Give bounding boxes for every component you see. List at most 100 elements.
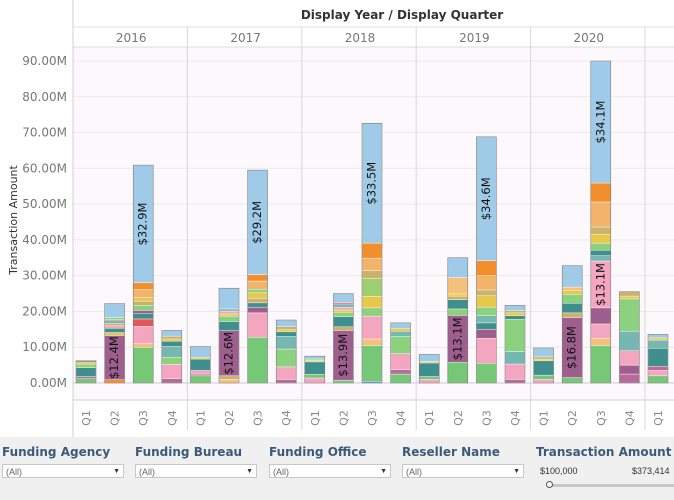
x-tick-label: Q1	[194, 410, 207, 426]
bar-segment	[132, 326, 154, 344]
bar-segment	[590, 233, 611, 244]
filter-label: Funding Agency	[2, 445, 111, 459]
x-tick-label: Q2	[337, 410, 350, 426]
x-tick-label: Q4	[166, 410, 179, 426]
funding-office-dropdown[interactable]: (All) ▼	[269, 464, 391, 478]
y-tick-label: 50.00M	[22, 197, 67, 211]
bar-outline	[361, 123, 383, 384]
bar-segment	[590, 250, 611, 256]
bar-segment	[333, 326, 354, 331]
bar-stack	[647, 334, 669, 384]
x-tick-label: Q3	[137, 410, 150, 426]
bar-segment	[504, 363, 526, 380]
filter-funding-agency: Funding Agency (All) ▼	[2, 445, 124, 478]
bar-segment	[419, 376, 440, 380]
bar-segment	[132, 305, 154, 311]
slider-min-handle[interactable]	[546, 481, 553, 488]
x-tick-label: Q1	[309, 410, 322, 426]
bar-segment	[333, 302, 354, 305]
bar-segment	[504, 319, 526, 352]
bar-segment	[104, 303, 125, 318]
bar-segment	[447, 299, 468, 310]
x-tick-label: Q1	[423, 410, 436, 426]
reseller-name-dropdown[interactable]: (All) ▼	[402, 464, 524, 478]
bar-segment	[104, 328, 125, 333]
bar-segment	[304, 377, 325, 384]
y-tick-label: 90.00M	[22, 54, 67, 68]
bar-segment	[161, 340, 183, 347]
bar-segment	[75, 376, 97, 379]
bar-segment	[390, 322, 411, 329]
x-tick-label: Q3	[366, 410, 379, 426]
bar-segment	[390, 369, 411, 375]
bar-segment	[562, 290, 583, 295]
year-header-label: 2016	[116, 31, 147, 45]
chevron-down-icon: ▼	[113, 468, 120, 475]
filter-label: Funding Office	[269, 445, 367, 459]
dropdown-value: (All)	[273, 467, 289, 477]
y-tick-label: 60.00M	[22, 161, 67, 175]
bar-stack	[418, 354, 440, 384]
bar-segment	[218, 308, 240, 312]
bar-segment	[619, 298, 640, 332]
y-tick-label: 40.00M	[22, 233, 67, 247]
bar-stack	[132, 164, 154, 384]
bar-outline	[247, 169, 268, 384]
bar-segment	[476, 260, 497, 276]
x-tick-label: Q3	[480, 410, 493, 426]
funding-agency-dropdown[interactable]: (All) ▼	[2, 464, 124, 478]
bar-stack	[619, 291, 640, 384]
bar-segment	[562, 377, 583, 384]
bar-segment	[533, 379, 554, 384]
bar-segment	[361, 381, 383, 384]
bar-segment	[161, 364, 183, 379]
bar-segment	[276, 348, 297, 368]
bar-segment	[190, 370, 211, 375]
bar-segment	[304, 361, 325, 375]
y-tick-label: 10.00M	[22, 340, 67, 354]
bar-segment	[247, 289, 268, 294]
bar-segment	[247, 337, 268, 384]
bar-outline	[647, 334, 669, 384]
bar-segment	[132, 289, 154, 298]
bar-segment	[647, 339, 669, 349]
bar-segment	[190, 358, 211, 371]
bar-value-label: $29.2M	[250, 201, 264, 244]
bar-segment	[419, 379, 440, 384]
funding-bureau-dropdown[interactable]: (All) ▼	[135, 464, 257, 478]
bar-segment	[247, 298, 268, 304]
bar-segment	[75, 360, 97, 363]
x-tick-label: Q1	[80, 410, 93, 426]
bar-segment	[504, 305, 526, 311]
chevron-down-icon: ▼	[513, 468, 520, 475]
chart-header-title: Display Year / Display Quarter	[301, 8, 503, 22]
amount-range-slider[interactable]	[546, 481, 674, 488]
bar-stack	[590, 60, 612, 384]
bar-segment	[419, 354, 440, 362]
bar-segment	[476, 275, 497, 291]
bar-segment	[590, 226, 611, 235]
bar-segment	[476, 295, 497, 308]
bar-segment	[590, 242, 611, 251]
bar-segment	[476, 322, 497, 330]
y-axis-label: Transaction Amount	[7, 164, 20, 275]
bar-segment	[647, 370, 669, 377]
bar-segment	[533, 347, 554, 358]
y-tick-label: 70.00M	[22, 126, 67, 140]
bar-segment	[104, 317, 125, 320]
bar-value-label: $34.6M	[479, 177, 493, 220]
bar-segment	[447, 295, 468, 300]
bar-outline	[590, 60, 612, 384]
bar-segment	[619, 364, 640, 375]
bar-segment	[619, 330, 640, 352]
bar-stack	[190, 346, 211, 384]
bar-segment	[504, 310, 526, 314]
bar-segment	[447, 362, 468, 384]
filter-funding-office: Funding Office (All) ▼	[269, 445, 391, 478]
filter-funding-bureau: Funding Bureau (All) ▼	[135, 445, 257, 478]
x-tick-label: Q3	[252, 410, 265, 426]
filter-label: Reseller Name	[402, 445, 500, 459]
bar-segment	[361, 338, 383, 346]
filter-label: Funding Bureau	[135, 445, 243, 459]
bar-segment	[161, 330, 183, 337]
